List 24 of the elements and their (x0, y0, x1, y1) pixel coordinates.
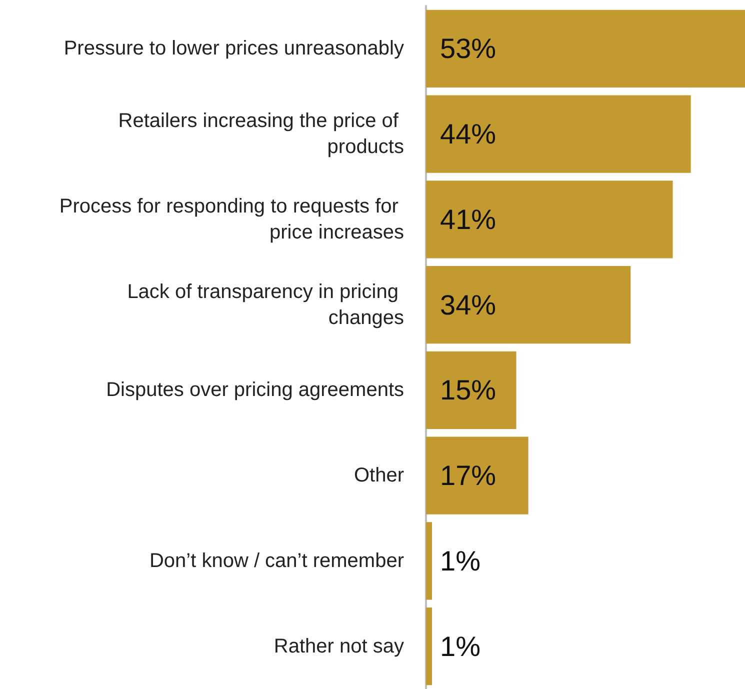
y-tick-label: Pressure to lower prices unreasonably (64, 38, 404, 60)
data-label: 17% (440, 460, 496, 492)
bar (426, 180, 673, 258)
bar (426, 266, 631, 344)
data-label: 1% (440, 545, 480, 576)
y-tick-label: Rather not say (274, 635, 404, 658)
bar (426, 95, 691, 173)
y-tick-label: Other (354, 464, 404, 487)
bar (426, 436, 528, 514)
y-tick-label: Retailers increasing the price of products (118, 110, 404, 158)
bar (426, 607, 432, 686)
bar (426, 10, 745, 88)
y-tick-label: Don’t know / can’t remember (149, 550, 404, 572)
data-label: 15% (440, 374, 496, 406)
data-label: 34% (440, 289, 496, 320)
y-tick-label: Lack of transparency in pricing changes (127, 280, 404, 329)
data-label: 53% (440, 33, 496, 64)
bar (426, 351, 516, 430)
data-label: 1% (440, 630, 480, 662)
y-tick-label: Process for responding to requests for price increases (59, 195, 404, 244)
data-label: 44% (440, 118, 496, 150)
bar (426, 522, 432, 600)
data-label: 41% (440, 204, 496, 235)
y-tick-label: Disputes over pricing agreements (106, 379, 404, 402)
